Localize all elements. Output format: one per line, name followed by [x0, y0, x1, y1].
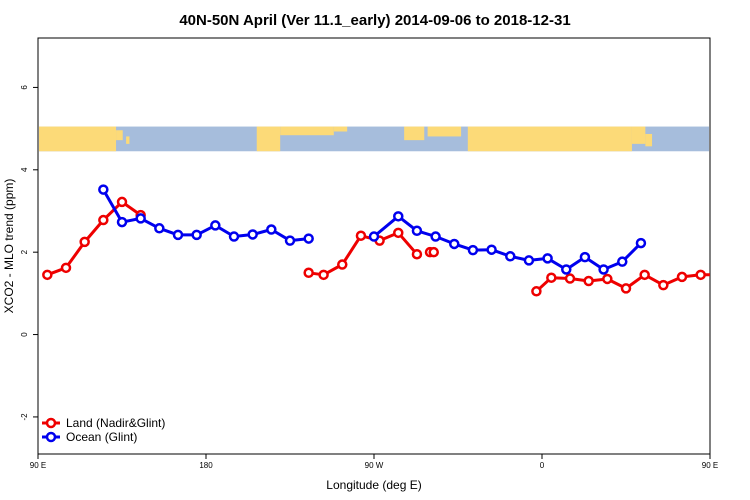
map-land	[631, 126, 646, 144]
data-point	[505, 251, 516, 262]
x-tick-label: 90 E	[702, 461, 718, 470]
data-point	[676, 271, 688, 283]
series-line	[373, 214, 642, 271]
series-layer	[42, 184, 742, 297]
x-tick-label: 90 E	[30, 461, 46, 470]
data-point	[42, 269, 53, 281]
y-axis-label: XCO2 - MLO trend (ppm)	[2, 179, 16, 314]
data-point	[393, 211, 404, 222]
data-point	[318, 269, 329, 281]
y-tick-label: 2	[20, 249, 29, 254]
data-point	[620, 283, 632, 294]
data-point	[247, 229, 258, 240]
data-point	[449, 238, 460, 250]
data-point	[542, 253, 553, 264]
map-land	[39, 126, 117, 152]
data-point	[617, 256, 628, 267]
x-tick-label: 0	[540, 461, 545, 470]
x-axis: 90 E 180 90 W 0 90 E	[30, 454, 718, 470]
x-tick-label: 180	[199, 461, 213, 470]
data-point	[715, 271, 723, 279]
series-ocean	[98, 184, 647, 275]
y-tick-label: 0	[20, 332, 29, 337]
world-map-strip	[39, 126, 709, 152]
map-land	[280, 126, 334, 136]
data-point	[98, 214, 109, 226]
map-land	[126, 136, 130, 144]
data-point	[531, 286, 542, 297]
y-tick-label: 4	[20, 167, 29, 172]
data-point	[695, 269, 706, 281]
y-axis: -2 0 2 4 6	[20, 85, 38, 421]
x-axis-label: Longitude (deg E)	[326, 478, 421, 492]
data-point	[210, 220, 221, 231]
series-land	[42, 196, 742, 297]
data-point	[228, 231, 240, 242]
legend-land-marker	[45, 417, 57, 429]
data-point	[98, 184, 109, 195]
map-land	[116, 130, 123, 141]
data-point	[368, 231, 380, 242]
data-point	[172, 229, 184, 241]
legend-ocean-marker	[45, 431, 57, 443]
data-point	[635, 237, 647, 249]
chart-title: 40N-50N April (Ver 11.1_early) 2014-09-0…	[179, 12, 570, 29]
data-point	[523, 255, 535, 266]
data-point	[583, 275, 594, 287]
map-land	[427, 126, 462, 137]
map-land	[404, 126, 425, 141]
y-tick-label: 6	[20, 85, 29, 90]
data-point	[411, 225, 423, 237]
data-point	[79, 236, 90, 248]
data-point	[303, 267, 314, 279]
data-point	[734, 264, 742, 272]
plot-area	[37, 37, 711, 455]
map-land	[467, 126, 632, 152]
data-point	[430, 231, 441, 242]
y-tick-label: -2	[20, 413, 29, 421]
x-tick-label: 90 W	[365, 461, 384, 470]
data-point	[303, 233, 314, 244]
data-point	[561, 264, 572, 275]
data-point	[266, 224, 277, 235]
series-line	[46, 200, 142, 277]
data-point	[191, 229, 202, 241]
series-line	[101, 188, 309, 243]
data-point	[598, 264, 609, 275]
data-point	[658, 279, 669, 291]
data-point	[337, 259, 348, 270]
data-point	[579, 251, 591, 263]
data-point	[639, 269, 650, 281]
data-point	[411, 248, 423, 260]
legend: Land (Nadir&Glint) Ocean (Glint)	[42, 416, 165, 444]
data-point	[154, 223, 165, 234]
data-point	[428, 246, 439, 258]
data-point	[467, 244, 479, 256]
data-point	[546, 272, 557, 283]
data-point	[135, 213, 146, 224]
data-point	[564, 273, 576, 284]
map-land	[645, 133, 653, 147]
data-point	[116, 216, 128, 228]
data-point	[355, 230, 367, 241]
data-point	[60, 262, 72, 274]
data-point	[116, 196, 128, 208]
data-point	[284, 235, 296, 246]
data-point	[393, 227, 404, 239]
map-land	[256, 126, 281, 152]
data-point	[486, 244, 497, 255]
legend-ocean-label: Ocean (Glint)	[66, 430, 137, 444]
data-point	[602, 273, 613, 285]
legend-land-label: Land (Nadir&Glint)	[66, 416, 165, 430]
map-land	[333, 126, 348, 132]
